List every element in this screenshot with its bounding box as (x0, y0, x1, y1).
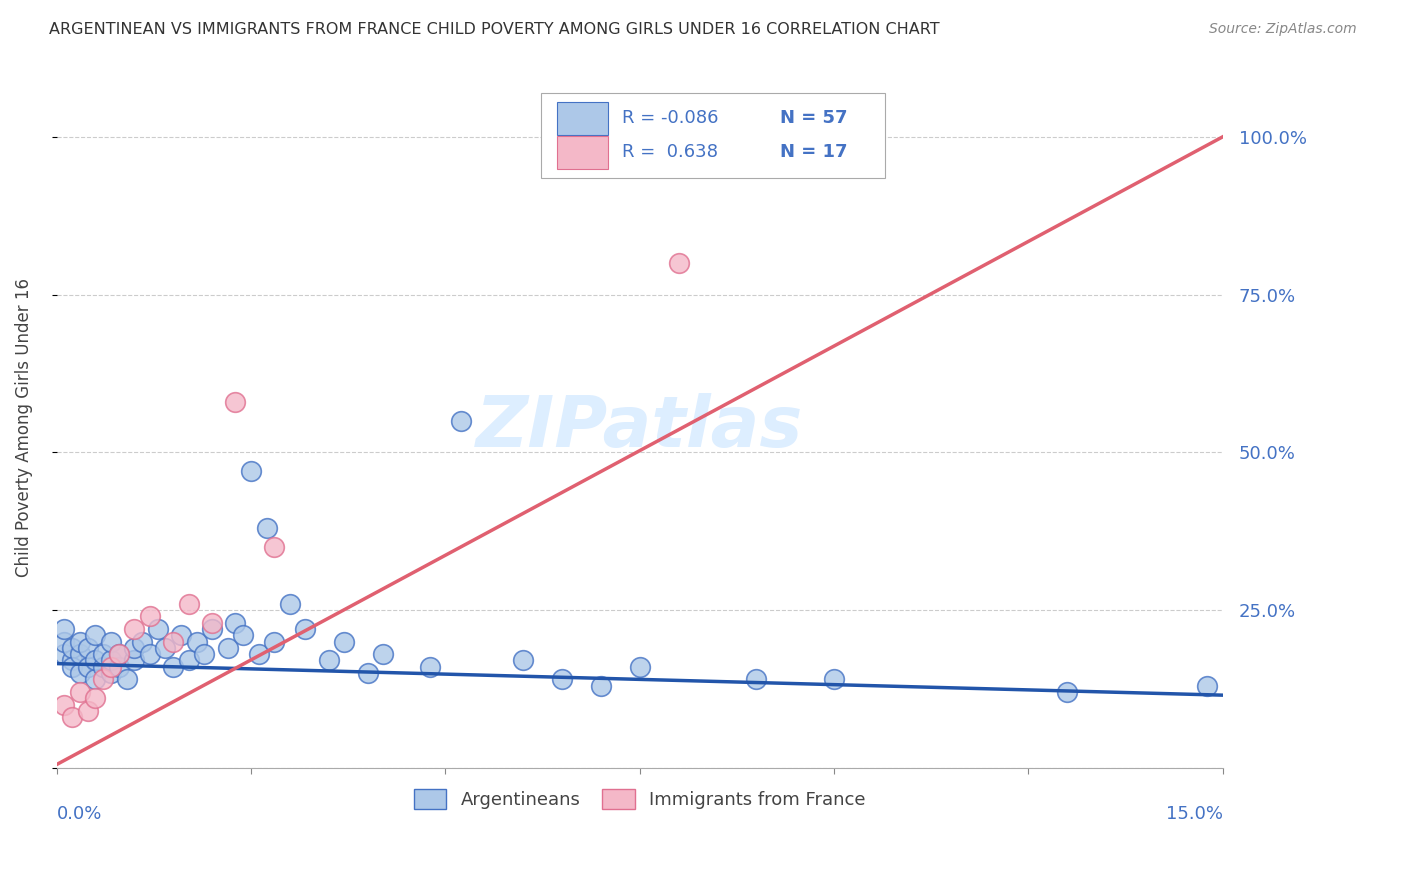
Point (201, 615, 224, 630)
Text: 15.0%: 15.0% (1166, 805, 1223, 823)
Point (124, 640, 146, 655)
Point (256, 521, 278, 535)
Point (139, 647, 162, 661)
Point (139, 609, 162, 624)
Point (76, 640, 98, 655)
Point (155, 640, 177, 655)
Point (177, 653, 200, 667)
Point (232, 628, 254, 642)
Point (224, 394, 246, 409)
Point (186, 634, 208, 648)
Point (69, 666, 91, 681)
Point (76, 659, 98, 673)
Point (371, 647, 394, 661)
Text: R = -0.086: R = -0.086 (621, 110, 718, 128)
Point (84, 691, 107, 706)
Point (263, 634, 285, 648)
Point (107, 647, 129, 661)
Point (100, 659, 122, 673)
Point (60, 659, 83, 673)
Point (107, 647, 129, 661)
Point (76, 704, 98, 718)
Point (512, 653, 534, 667)
Point (100, 634, 122, 648)
Point (785, 129, 807, 144)
FancyBboxPatch shape (540, 93, 884, 178)
Point (69, 647, 91, 661)
Point (668, 256, 690, 270)
Text: Source: ZipAtlas.com: Source: ZipAtlas.com (1209, 22, 1357, 37)
Text: R =  0.638: R = 0.638 (621, 144, 718, 161)
Point (53, 647, 76, 661)
Point (124, 622, 146, 636)
FancyBboxPatch shape (557, 136, 609, 169)
Point (91, 659, 114, 673)
Point (239, 464, 262, 478)
Point (823, 673, 845, 687)
Point (100, 653, 122, 667)
Point (419, 659, 441, 673)
Point (124, 653, 146, 667)
Point (589, 679, 612, 693)
Point (263, 540, 285, 554)
Text: ARGENTINEAN VS IMMIGRANTS FROM FRANCE CHILD POVERTY AMONG GIRLS UNDER 16 CORRELA: ARGENTINEAN VS IMMIGRANTS FROM FRANCE CH… (49, 22, 939, 37)
Point (278, 597, 301, 611)
Point (60, 640, 83, 655)
Point (69, 685, 91, 699)
Point (628, 659, 651, 673)
Text: 0.0%: 0.0% (56, 805, 103, 823)
Point (224, 615, 246, 630)
Point (146, 622, 169, 636)
Point (53, 634, 76, 648)
Legend: Argentineans, Immigrants from France: Argentineans, Immigrants from France (406, 781, 873, 816)
Point (193, 647, 215, 661)
Point (84, 653, 107, 667)
Point (201, 622, 224, 636)
Point (551, 673, 574, 687)
Y-axis label: Child Poverty Among Girls Under 16: Child Poverty Among Girls Under 16 (15, 277, 32, 576)
Point (450, 414, 472, 428)
Point (107, 659, 129, 673)
Point (84, 628, 107, 642)
Point (60, 710, 83, 724)
Point (60, 653, 83, 667)
Point (162, 634, 184, 648)
Point (318, 653, 340, 667)
Point (162, 659, 184, 673)
Point (745, 673, 768, 687)
Point (170, 628, 193, 642)
Text: N = 57: N = 57 (779, 110, 846, 128)
Point (53, 622, 76, 636)
Point (131, 634, 153, 648)
Point (294, 622, 316, 636)
Point (1197, 679, 1219, 693)
Point (91, 647, 114, 661)
Point (177, 597, 200, 611)
Point (356, 666, 378, 681)
Text: ZIPatlas: ZIPatlas (477, 392, 803, 461)
Text: N = 17: N = 17 (779, 144, 846, 161)
Point (53, 698, 76, 712)
Point (1056, 685, 1078, 699)
Point (333, 634, 356, 648)
Point (217, 640, 239, 655)
Point (100, 666, 122, 681)
Point (247, 647, 270, 661)
FancyBboxPatch shape (557, 102, 609, 135)
Point (69, 634, 91, 648)
Point (91, 673, 114, 687)
Point (84, 673, 107, 687)
Point (115, 673, 138, 687)
